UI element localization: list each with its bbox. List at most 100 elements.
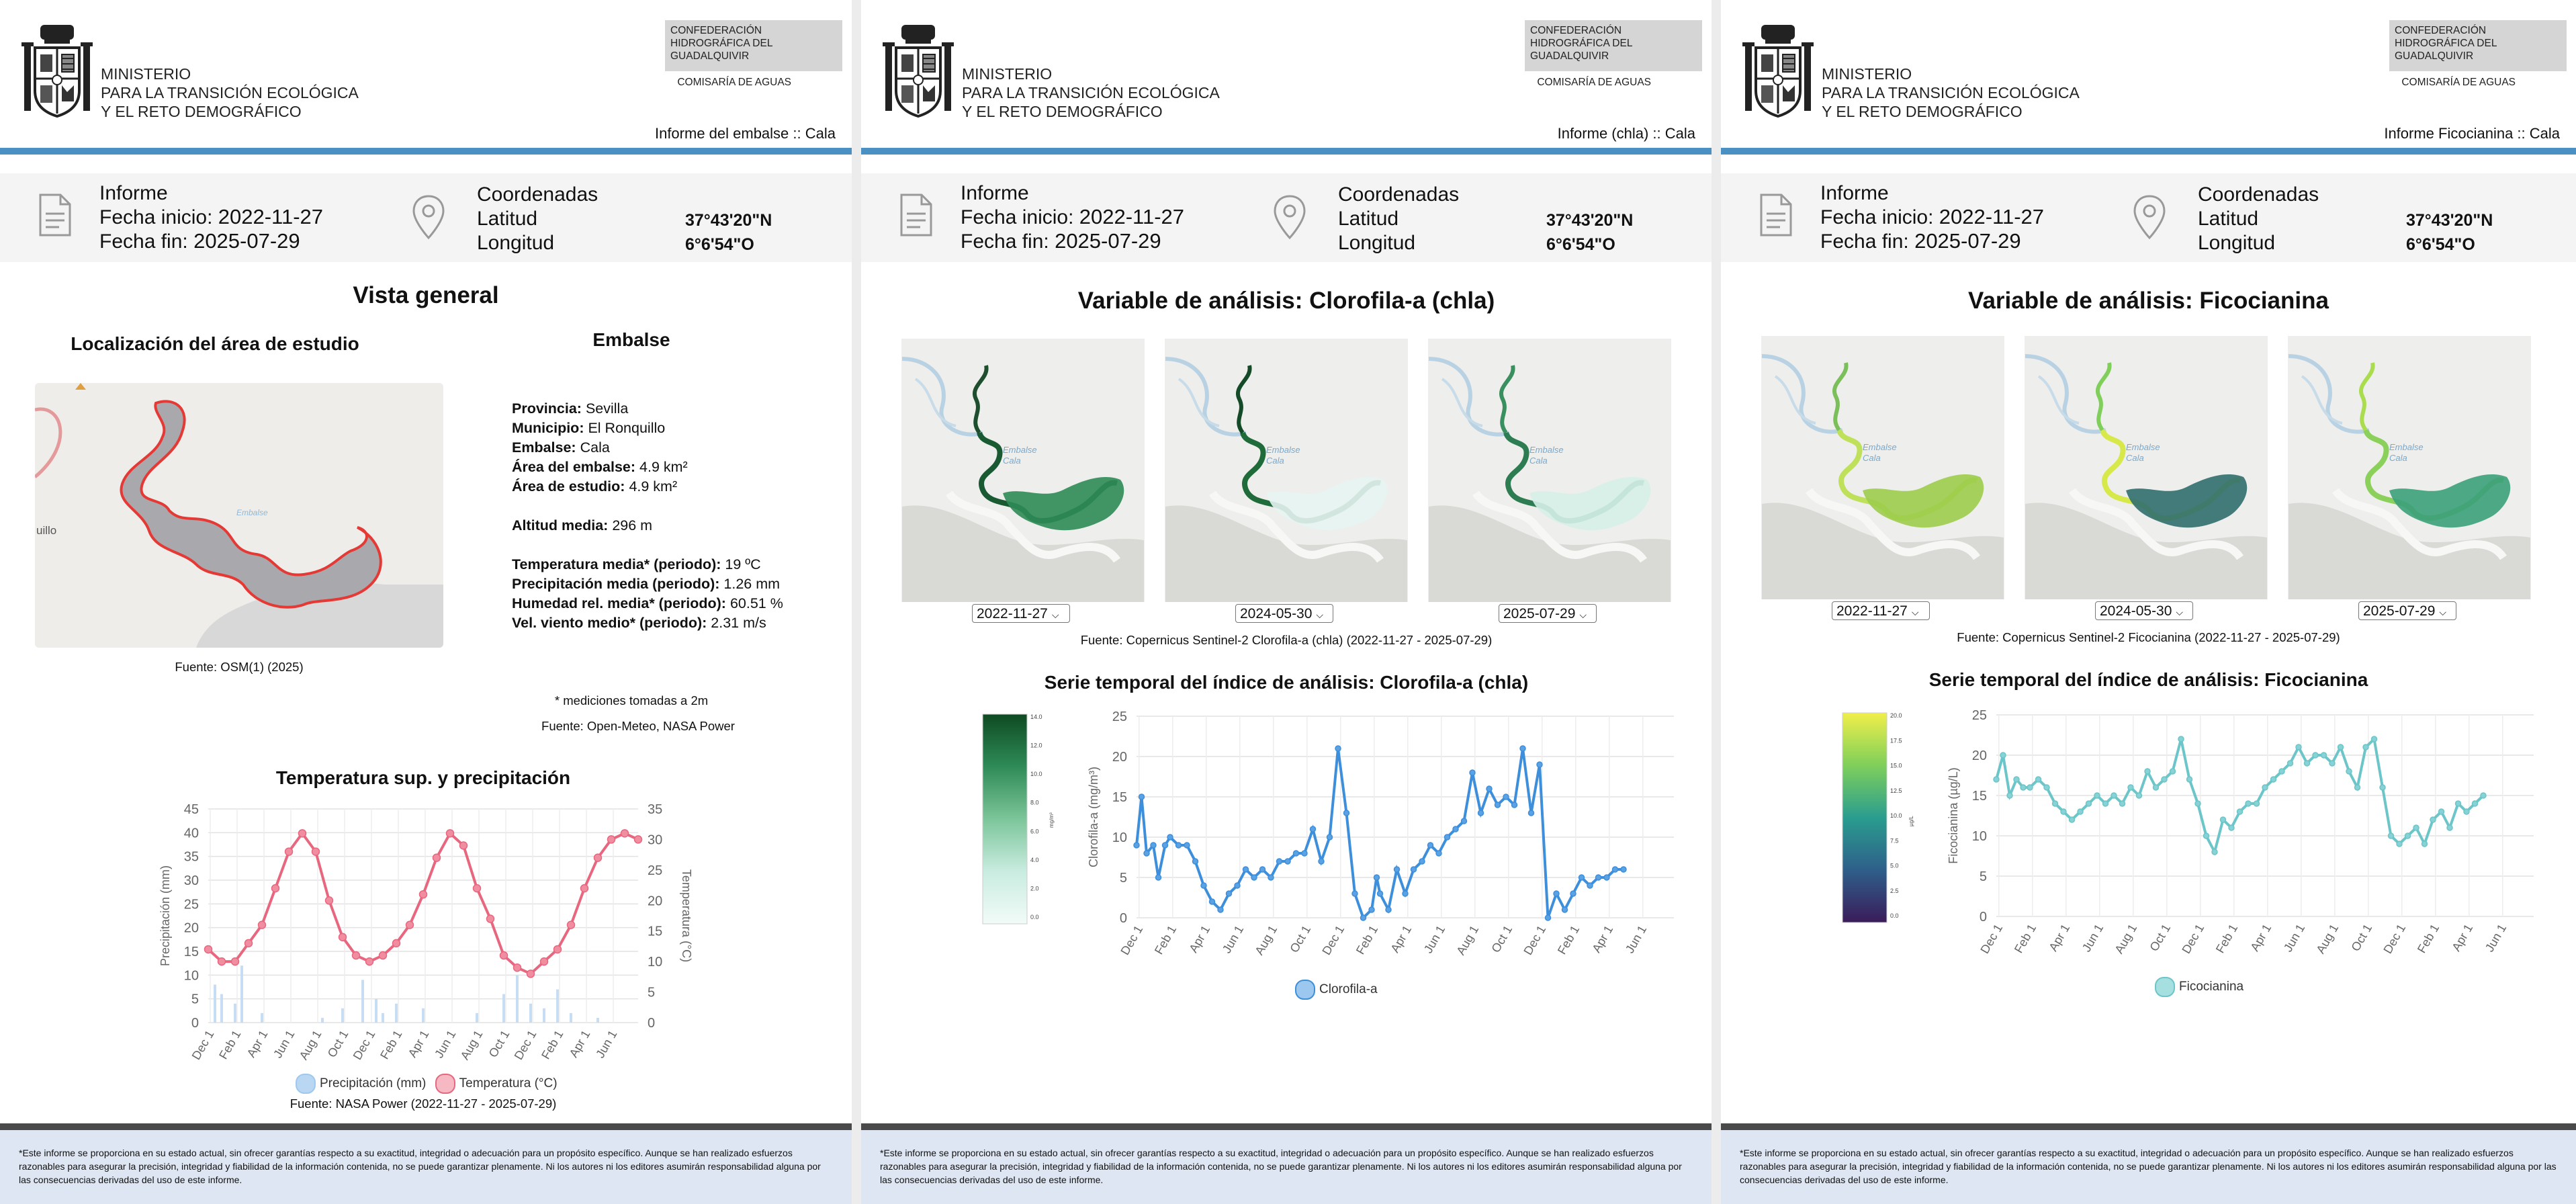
data-point[interactable] (257, 920, 267, 929)
data-point[interactable] (1603, 874, 1610, 881)
data-point[interactable] (2471, 800, 2479, 807)
data-point[interactable] (1143, 850, 1150, 857)
data-point[interactable] (1284, 858, 1291, 865)
data-point[interactable] (298, 829, 307, 838)
data-point[interactable] (2396, 841, 2403, 847)
data-point[interactable] (1620, 866, 1627, 873)
data-point[interactable] (1503, 793, 1509, 800)
data-point[interactable] (1192, 858, 1199, 865)
precip-bar[interactable] (240, 965, 243, 1023)
data-point[interactable] (2454, 800, 2462, 807)
data-point[interactable] (1587, 882, 1593, 889)
data-point[interactable] (2161, 776, 2168, 783)
data-point[interactable] (2020, 784, 2027, 791)
data-point[interactable] (2413, 824, 2419, 831)
data-point[interactable] (1175, 842, 1182, 849)
precip-bar[interactable] (529, 1003, 532, 1023)
data-point[interactable] (1376, 890, 1384, 897)
data-point[interactable] (2228, 824, 2235, 831)
date-select[interactable]: 2024-05-30 ⌵ (2095, 601, 2193, 620)
data-point[interactable] (2068, 816, 2076, 823)
data-point[interactable] (2000, 752, 2006, 759)
data-point[interactable] (2278, 768, 2285, 775)
date-select[interactable]: 2022-11-27 ⌵ (1832, 601, 1930, 620)
data-point[interactable] (1427, 842, 1434, 849)
precip-bar[interactable] (361, 980, 364, 1023)
data-point[interactable] (553, 945, 562, 954)
data-point[interactable] (2446, 824, 2453, 831)
data-point[interactable] (2295, 744, 2302, 750)
precip-bar[interactable] (516, 975, 519, 1023)
data-point[interactable] (2346, 768, 2352, 775)
data-point[interactable] (2102, 800, 2109, 807)
data-point[interactable] (1469, 769, 1476, 776)
data-point[interactable] (1385, 906, 1392, 913)
precip-bar[interactable] (375, 998, 377, 1023)
data-point[interactable] (2404, 832, 2411, 839)
data-point[interactable] (2219, 816, 2227, 823)
data-point[interactable] (2135, 792, 2143, 799)
data-point[interactable] (2337, 744, 2344, 750)
data-point[interactable] (418, 890, 428, 899)
data-point[interactable] (472, 884, 482, 893)
data-point[interactable] (1477, 810, 1484, 816)
data-point[interactable] (486, 914, 495, 923)
reservoir-map-panel[interactable]: Embalse Cala (1428, 339, 1671, 602)
data-point[interactable] (324, 896, 334, 905)
data-point[interactable] (2421, 841, 2428, 847)
data-point[interactable] (2370, 736, 2378, 742)
data-point[interactable] (1595, 874, 1602, 881)
data-point[interactable] (1138, 793, 1145, 800)
data-point[interactable] (1155, 874, 1162, 881)
data-point[interactable] (1335, 745, 1341, 752)
data-point[interactable] (2211, 849, 2218, 855)
data-point[interactable] (1251, 874, 1257, 881)
data-point[interactable] (1578, 874, 1585, 881)
data-point[interactable] (1292, 850, 1300, 857)
data-point[interactable] (1444, 834, 1451, 841)
data-point[interactable] (2119, 800, 2126, 807)
data-point[interactable] (1419, 858, 1425, 865)
data-point[interactable] (2379, 784, 2386, 791)
reservoir-map-panel[interactable]: Embalse Cala (1165, 339, 1408, 602)
data-point[interactable] (1133, 842, 1140, 849)
data-point[interactable] (633, 835, 643, 844)
data-point[interactable] (1527, 810, 1535, 816)
data-point[interactable] (378, 951, 388, 960)
date-select[interactable]: 2025-07-29 ⌵ (2358, 601, 2456, 620)
data-point[interactable] (2094, 792, 2100, 799)
data-point[interactable] (2303, 760, 2311, 767)
data-point[interactable] (1460, 818, 1468, 824)
data-point[interactable] (1150, 842, 1157, 849)
data-point[interactable] (2035, 776, 2042, 783)
data-point[interactable] (2178, 736, 2184, 742)
legend-precip-label[interactable]: Precipitación (mm) (320, 1076, 427, 1091)
precip-bar[interactable] (502, 994, 505, 1023)
data-point[interactable] (459, 841, 468, 850)
data-point[interactable] (1217, 906, 1224, 913)
data-point[interactable] (2043, 784, 2050, 791)
data-point[interactable] (1393, 866, 1401, 873)
data-point[interactable] (1544, 914, 1552, 921)
date-select[interactable]: 2024-05-30 ⌵ (1235, 604, 1333, 623)
precip-bar[interactable] (570, 1013, 572, 1023)
data-point[interactable] (1161, 842, 1169, 849)
data-point[interactable] (2354, 784, 2361, 791)
data-point[interactable] (620, 829, 629, 838)
data-point[interactable] (2152, 784, 2160, 791)
precip-bar[interactable] (422, 1008, 425, 1023)
data-point[interactable] (566, 920, 576, 929)
data-point[interactable] (1301, 850, 1308, 857)
data-point[interactable] (2169, 768, 2176, 775)
data-point[interactable] (1326, 834, 1333, 841)
data-point[interactable] (1208, 898, 1216, 905)
study-area-map[interactable]: uillo Embalse (35, 383, 443, 648)
data-point[interactable] (2027, 784, 2033, 791)
data-point[interactable] (244, 939, 253, 948)
data-point[interactable] (2286, 760, 2294, 767)
date-select[interactable]: 2022-11-27 ⌵ (972, 604, 1070, 623)
data-point[interactable] (338, 933, 347, 942)
precip-bar[interactable] (234, 1003, 236, 1023)
data-point[interactable] (1611, 866, 1619, 873)
precip-bar[interactable] (214, 984, 216, 1023)
